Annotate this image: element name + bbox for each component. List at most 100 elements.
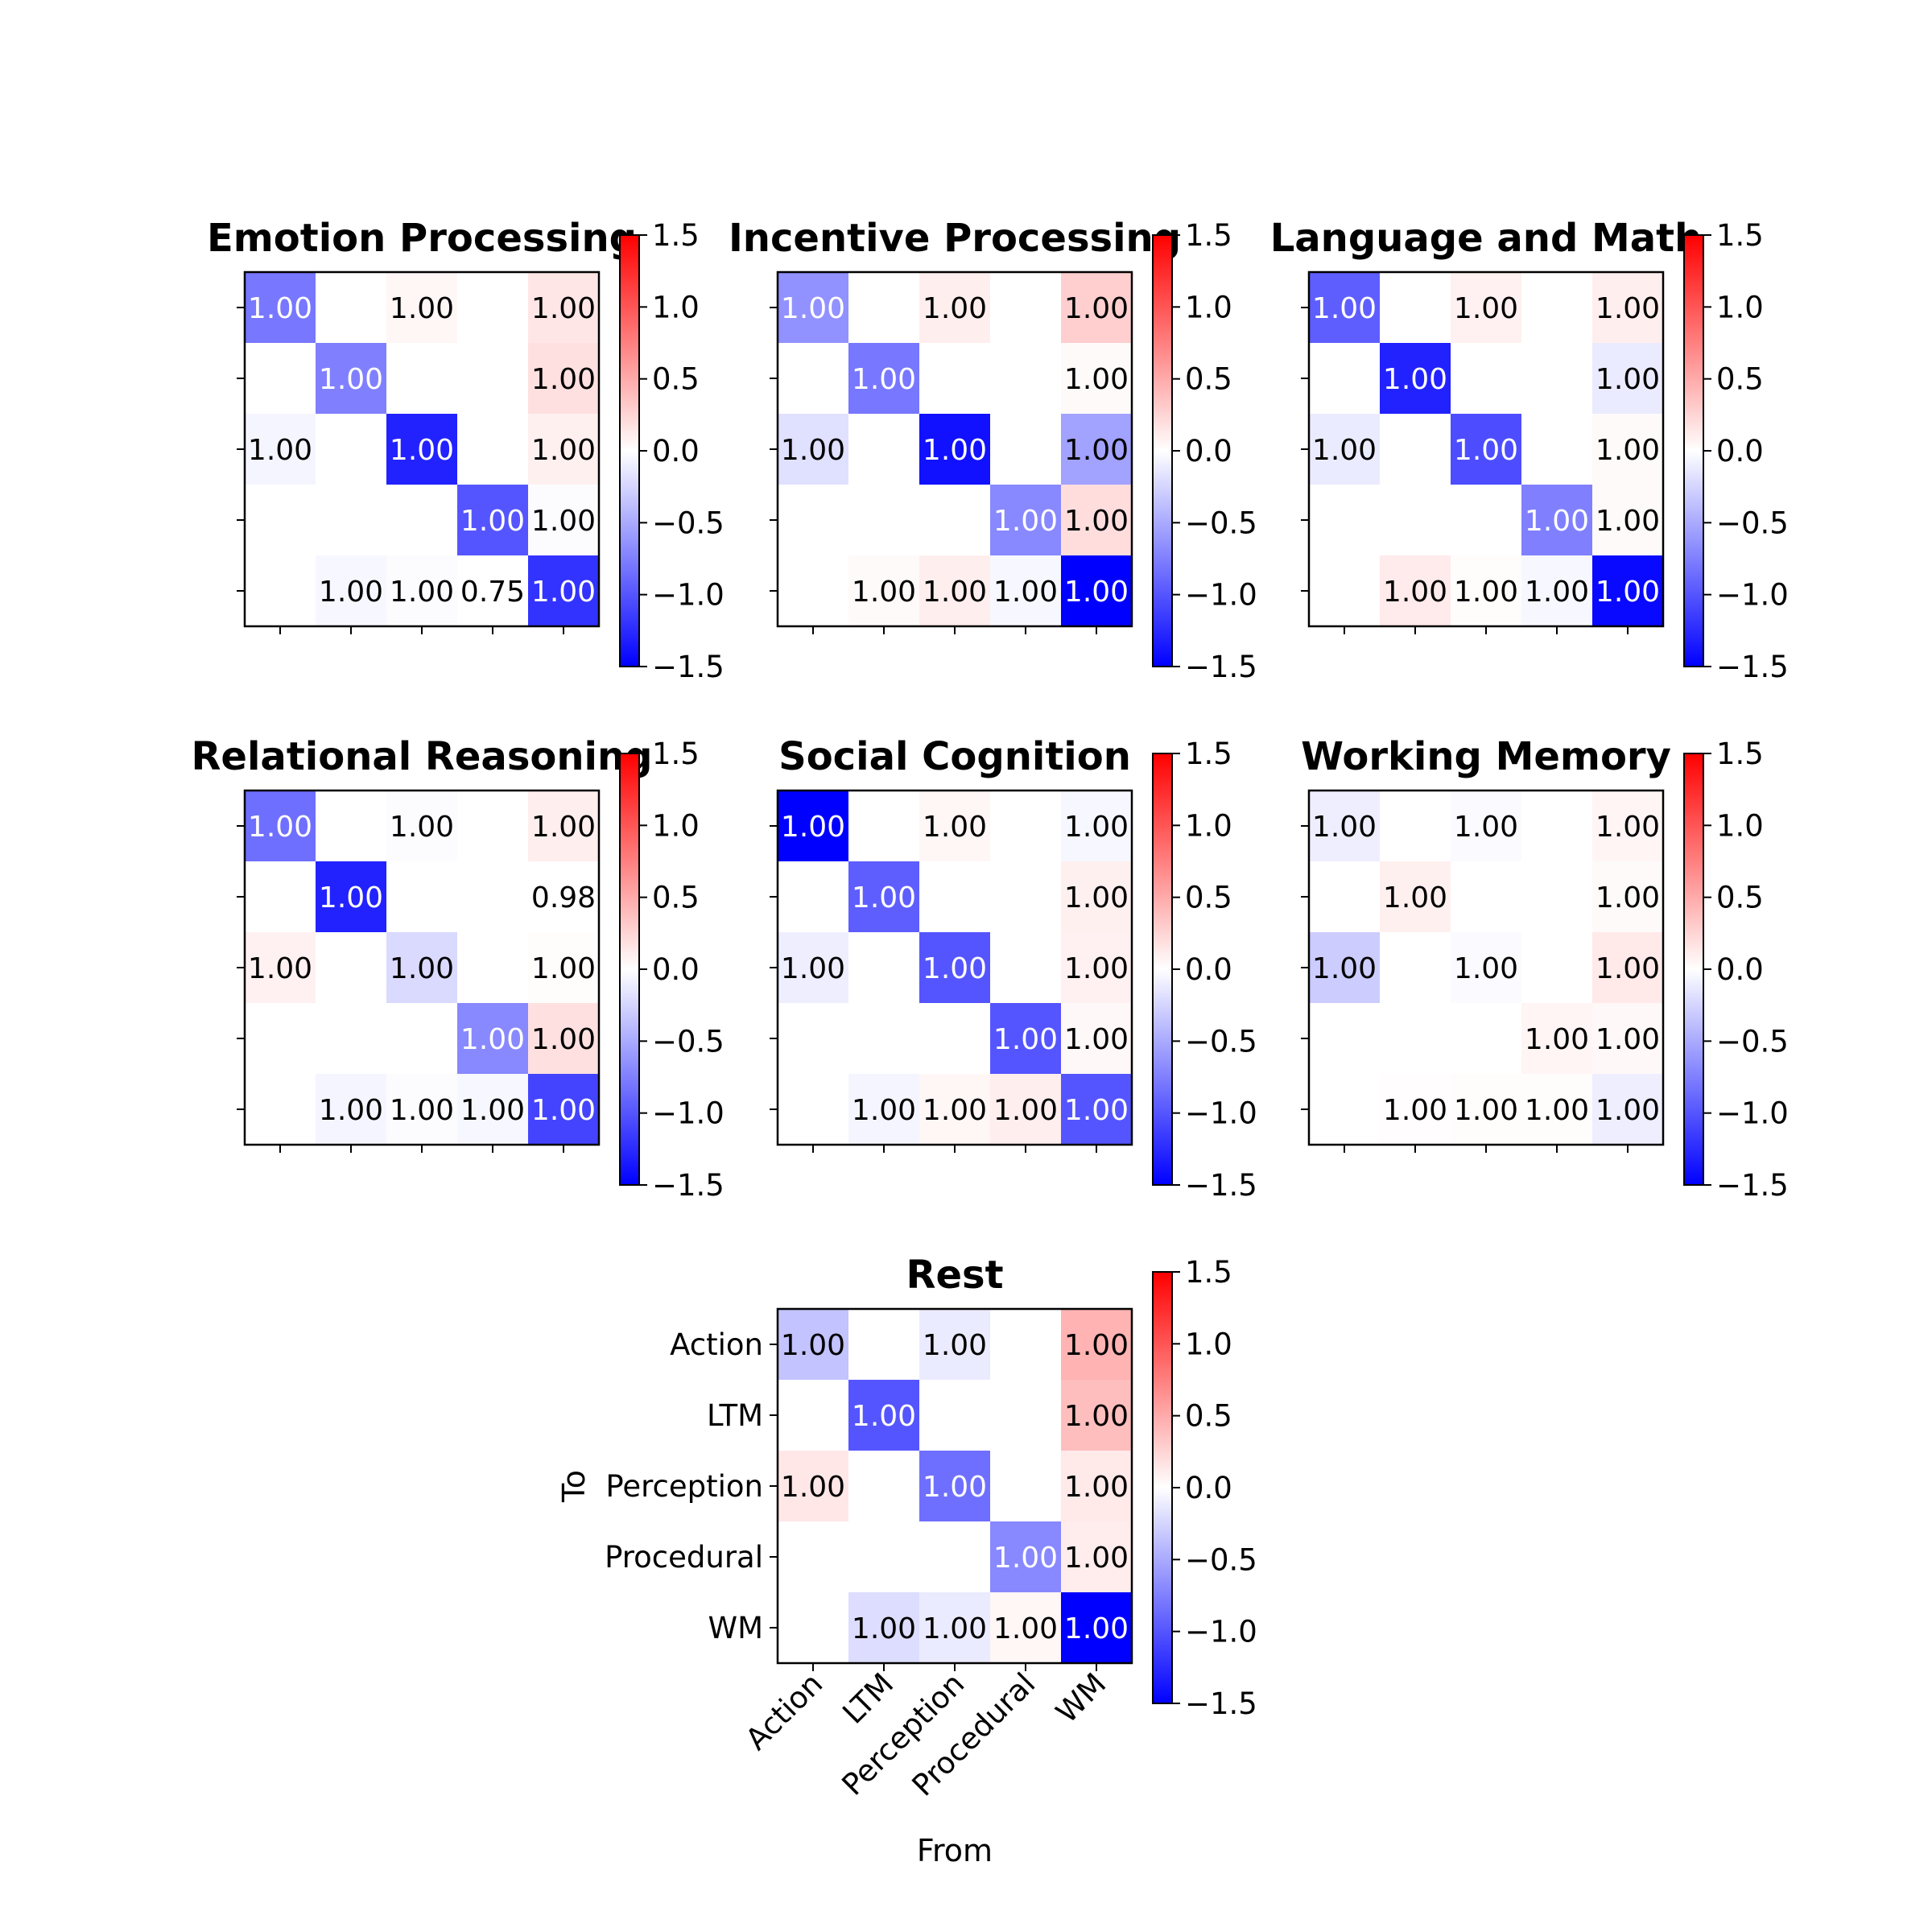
cell-label: 1.00 (248, 292, 312, 325)
colorbar-tick-label: −0.5 (1716, 1024, 1789, 1059)
colorbar (1152, 753, 1173, 1186)
heatmap-cell (1061, 1003, 1132, 1074)
heatmap-cell (386, 1074, 457, 1145)
cell-label: 1.00 (1454, 1094, 1518, 1127)
colorbar-tick-label: 0.5 (1185, 1399, 1232, 1434)
colorbar-tick-label: 1.0 (1185, 808, 1232, 843)
cell-label: 1.00 (1454, 576, 1518, 609)
colorbar-tick-label: −0.5 (652, 1024, 724, 1059)
heatmap-cell (457, 555, 528, 626)
colorbar (1152, 1271, 1173, 1704)
cell-label: 1.00 (852, 1612, 916, 1645)
heatmap-cell (778, 272, 848, 343)
panel-title: Incentive Processing (729, 216, 1181, 261)
cell-label: 1.00 (1596, 952, 1660, 985)
heatmap-cell (1061, 1074, 1132, 1145)
heatmap-cell (1309, 932, 1380, 1003)
colorbar-tick-label: −1.5 (1185, 1686, 1257, 1721)
cell-label: 1.00 (1454, 952, 1518, 985)
colorbar-tick-label: −1.0 (1185, 1096, 1257, 1131)
colorbar-tick-label: 0.0 (1185, 434, 1232, 469)
heatmap-cell (1061, 555, 1132, 626)
cell-label: 1.00 (852, 576, 916, 609)
heatmap-cell (1451, 932, 1521, 1003)
heatmap-cell (848, 1074, 919, 1145)
cell-label: 1.00 (531, 1094, 596, 1127)
heatmap-cell (1592, 861, 1663, 932)
heatmap-cell (528, 555, 599, 626)
colorbar-tick-label: 1.0 (1185, 290, 1232, 324)
cell-label: 1.00 (1064, 881, 1129, 914)
heatmap-cell (245, 272, 316, 343)
cell-label: 1.00 (1383, 1094, 1447, 1127)
panel-title: Emotion Processing (207, 216, 637, 261)
cell-label: 1.00 (923, 1329, 987, 1362)
heatmap-cell (1061, 485, 1132, 555)
colorbar-tick-label: −1.5 (1716, 650, 1789, 684)
cell-label: 1.00 (781, 292, 845, 325)
cell-label: 1.00 (248, 811, 312, 844)
cell-label: 1.00 (1525, 505, 1589, 538)
heatmap-cell (848, 343, 919, 414)
cell-label: 1.00 (923, 292, 987, 325)
cell-label: 1.00 (923, 576, 987, 609)
heatmap-cell (1592, 343, 1663, 414)
heatmap-cell (528, 861, 599, 932)
colorbar-tick-label: −1.5 (1716, 1168, 1789, 1203)
colorbar-tick-label: 0.0 (1185, 952, 1232, 987)
heatmap-cell (1592, 272, 1663, 343)
heatmap-cell (1309, 414, 1380, 485)
colorbar-tick-label: 0.5 (1716, 881, 1764, 915)
heatmap-cell (1521, 485, 1592, 555)
colorbar-tick-label: 0.5 (1185, 362, 1232, 397)
heatmap-cell (1592, 791, 1663, 861)
cell-label: 1.00 (531, 952, 596, 985)
cell-label: 1.00 (1596, 576, 1660, 609)
cell-label: 1.00 (993, 576, 1058, 609)
heatmap-cell (1061, 1521, 1132, 1592)
cell-label: 1.00 (1064, 952, 1129, 985)
cell-label: 1.00 (1064, 434, 1129, 467)
cell-label: 1.00 (319, 881, 383, 914)
cell-label: 1.00 (1596, 292, 1660, 325)
cell-label: 1.00 (923, 434, 987, 467)
cell-label: 1.00 (1312, 811, 1377, 844)
heatmap-cell (990, 555, 1061, 626)
cell-label: 1.00 (923, 811, 987, 844)
cell-label: 1.00 (993, 1542, 1058, 1575)
cell-label: 1.00 (1312, 434, 1377, 467)
cell-label: 1.00 (852, 1094, 916, 1127)
colorbar-tick-label: −0.5 (1185, 1024, 1257, 1059)
heatmap-cell (316, 555, 386, 626)
colorbar-tick-label: 0.0 (1716, 952, 1764, 987)
heatmap-cell (1451, 272, 1521, 343)
heatmap-cell (990, 1074, 1061, 1145)
heatmap-cell (457, 1003, 528, 1074)
colorbar-tick-label: 1.5 (1716, 737, 1764, 771)
x-tick-label: LTM (836, 1666, 900, 1731)
heatmap-cell (919, 791, 990, 861)
y-tick-label: LTM (707, 1398, 763, 1433)
cell-label: 1.00 (993, 1094, 1058, 1127)
heatmap-cell (1521, 1074, 1592, 1145)
heatmap-cell (1380, 555, 1451, 626)
cell-label: 1.00 (390, 1094, 454, 1127)
cell-label: 1.00 (1312, 952, 1377, 985)
cell-label: 1.00 (923, 1094, 987, 1127)
cell-label: 1.00 (923, 1612, 987, 1645)
cell-label: 0.75 (460, 576, 525, 609)
heatmap-cell (778, 1451, 848, 1521)
cell-label: 1.00 (531, 434, 596, 467)
heatmap-cell (919, 555, 990, 626)
cell-label: 1.00 (781, 1471, 845, 1504)
heatmap-cell (990, 1592, 1061, 1663)
cell-label: 1.00 (1064, 1094, 1129, 1127)
heatmap-cell (1309, 272, 1380, 343)
panel-title: Relational Reasoning (191, 734, 652, 779)
heatmap-cell (1592, 1074, 1663, 1145)
cell-label: 1.00 (531, 505, 596, 538)
